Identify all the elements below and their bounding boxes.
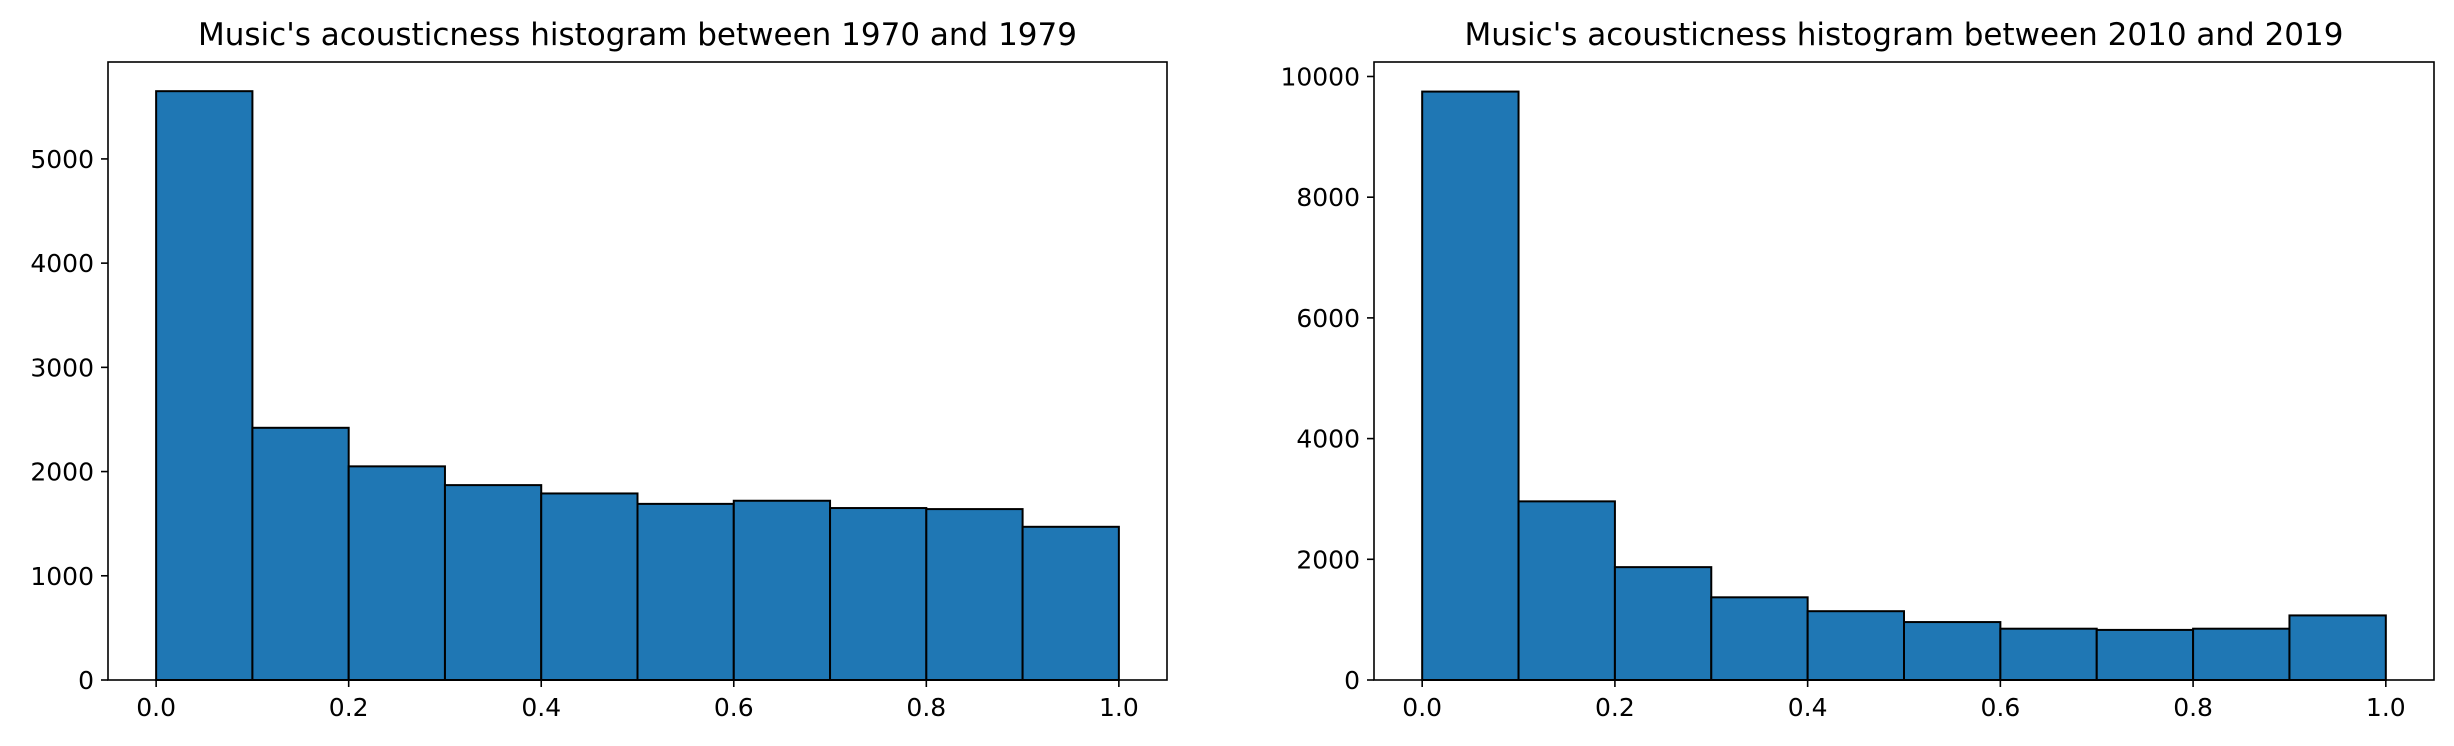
histogram-bar-1 xyxy=(251,426,350,681)
y-tick-label: 0 xyxy=(78,666,94,695)
x-tick-label: 0.8 xyxy=(906,693,946,722)
histogram-bar-2 xyxy=(347,465,446,682)
chart-title: Music's acousticness histogram between 1… xyxy=(198,17,1077,53)
histogram-bar-2 xyxy=(1613,566,1713,681)
histogram-bar-8 xyxy=(925,508,1024,681)
x-tick-label: 0.8 xyxy=(2173,693,2213,722)
y-tick-label: 6000 xyxy=(1296,304,1360,333)
y-tick-label: 3000 xyxy=(30,353,94,382)
histogram-1970s: 0.0 0.2 0.4 0.6 0.8 1.0 0 1000 2000 3000 4000 5000 M… xyxy=(30,17,1168,722)
x-tick-label: 0.2 xyxy=(329,693,369,722)
y-tick-label: 4000 xyxy=(30,249,94,278)
y-tick-label: 0 xyxy=(1344,666,1360,695)
axes-frame xyxy=(1373,61,2435,681)
histogram-bar-6 xyxy=(732,499,832,682)
histogram-bar-6 xyxy=(1999,627,2098,681)
x-tick-label: 1.0 xyxy=(1099,693,1139,722)
x-tick-label: 0.6 xyxy=(714,693,754,722)
histogram-bar-3 xyxy=(443,484,543,681)
histogram-2010s: 0.0 0.2 0.4 0.6 0.8 1.0 0 2000 4000 6000 8000 10000… xyxy=(1280,17,2435,722)
histogram-bar-0 xyxy=(1421,90,1520,681)
y-tick-label: 8000 xyxy=(1296,183,1360,212)
y-tick-label: 10000 xyxy=(1280,62,1360,91)
histogram-bar-8 xyxy=(2192,627,2291,681)
histogram-bar-9 xyxy=(1021,525,1120,681)
y-tick-label: 4000 xyxy=(1296,425,1360,454)
histogram-bar-5 xyxy=(636,502,735,681)
histogram-bar-3 xyxy=(1710,596,1809,681)
histogram-bar-7 xyxy=(829,507,928,682)
histogram-bar-0 xyxy=(155,90,254,682)
y-tick-label: 1000 xyxy=(30,562,94,591)
chart-title: Music's acousticness histogram between 2… xyxy=(1465,17,2344,53)
x-tick-label: 0.2 xyxy=(1595,693,1635,722)
x-tick-label: 1.0 xyxy=(2366,693,2406,722)
x-tick-label: 0.0 xyxy=(1402,693,1442,722)
x-tick-label: 0.0 xyxy=(136,693,176,722)
x-tick-label: 0.6 xyxy=(1980,693,2020,722)
axes-frame xyxy=(107,61,1168,681)
histogram-bar-9 xyxy=(2288,614,2387,681)
histogram-bar-4 xyxy=(1806,610,1905,681)
y-tick-label: 5000 xyxy=(30,145,94,174)
y-tick-label: 2000 xyxy=(1296,545,1360,574)
histogram-bar-5 xyxy=(1903,621,2002,681)
histogram-bar-4 xyxy=(540,492,639,681)
histogram-bar-7 xyxy=(2095,628,2195,681)
y-tick-label: 2000 xyxy=(30,458,94,487)
x-tick-label: 0.4 xyxy=(1788,693,1828,722)
x-tick-label: 0.4 xyxy=(521,693,561,722)
histogram-bar-1 xyxy=(1517,500,1616,681)
